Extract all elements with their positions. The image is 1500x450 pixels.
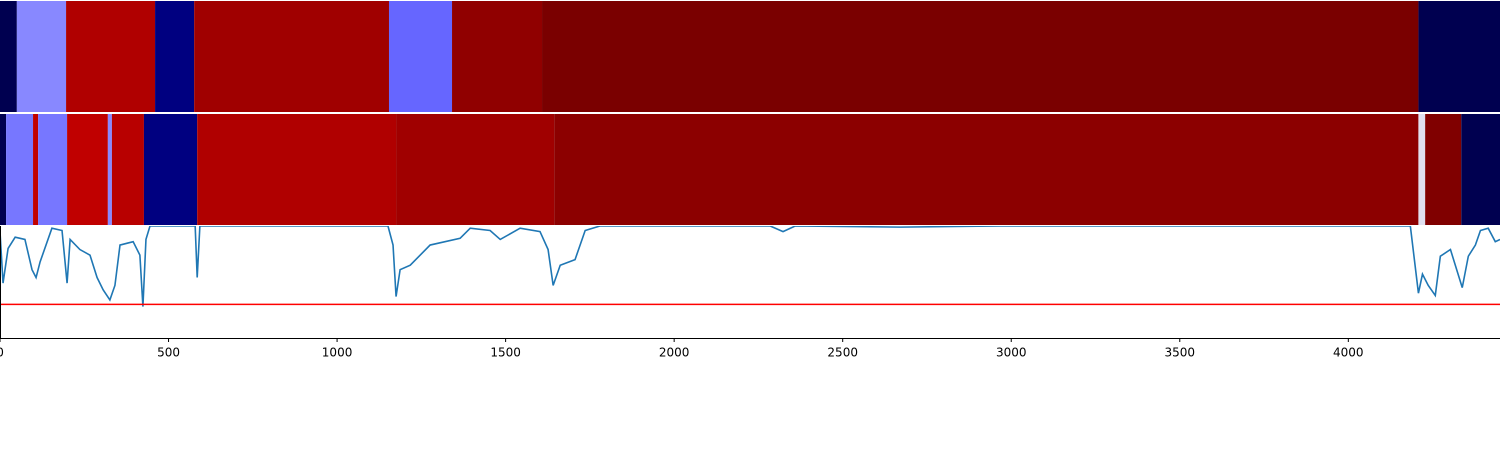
data-line (0, 226, 1500, 307)
strip-segment (197, 114, 397, 225)
strip-segment (67, 114, 108, 225)
x-tick-label: 3500 (1165, 346, 1196, 360)
x-tick-label: 1500 (490, 346, 521, 360)
strip-segment (6, 114, 34, 225)
x-tick-label: 2000 (659, 346, 690, 360)
strip-segment (155, 1, 195, 112)
strip-segment (38, 114, 68, 225)
strip-segment (452, 1, 543, 112)
strip-segment (111, 114, 144, 225)
x-tick-label: 0 (0, 346, 4, 360)
strip-segment (66, 1, 156, 112)
plot-area (0, 226, 1500, 307)
strip-segment (542, 1, 1419, 112)
x-tick-label: 2500 (827, 346, 858, 360)
x-tick-label: 4000 (1333, 346, 1364, 360)
strip-segment (107, 114, 112, 225)
strip-segment (554, 114, 1419, 225)
strip-segment (143, 114, 198, 225)
strip-segment (16, 1, 67, 112)
x-tick-label: 3000 (996, 346, 1027, 360)
strip-segment (1418, 1, 1500, 112)
strip-segment (1461, 114, 1500, 225)
strip-segment (0, 1, 17, 112)
strip-segment (194, 1, 389, 112)
x-tick-label: 1000 (322, 346, 353, 360)
strip-segment (396, 114, 555, 225)
strip-segment (0, 114, 7, 225)
strip-segment (388, 1, 453, 112)
strip-segment (33, 114, 39, 225)
strip-segment (1425, 114, 1462, 225)
strip-segment (1418, 114, 1426, 225)
x-tick-label: 500 (157, 346, 180, 360)
